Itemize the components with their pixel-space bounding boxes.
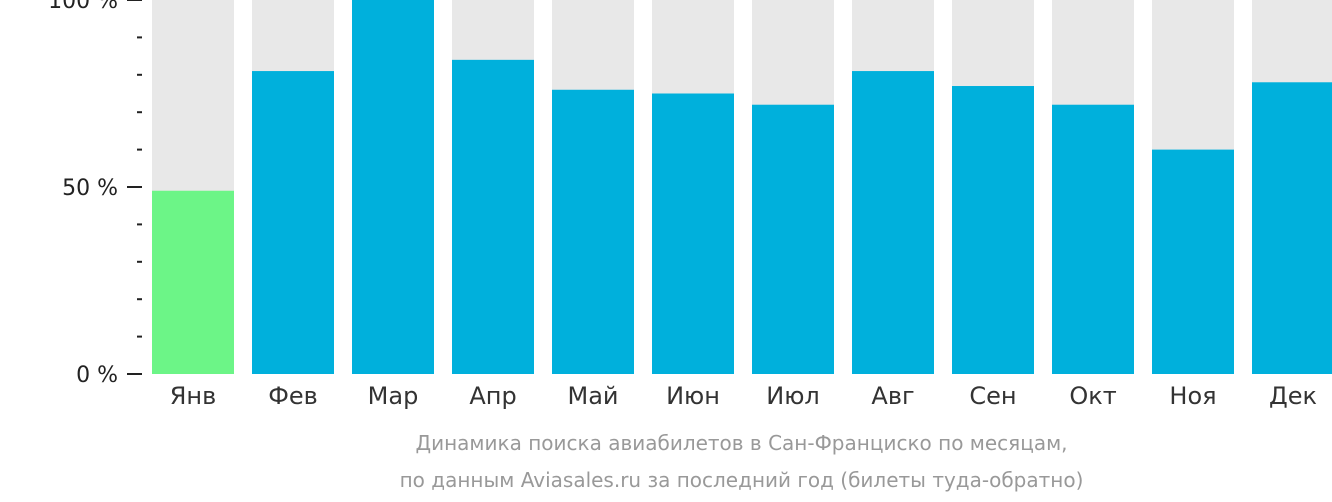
x-tick-label: Ноя xyxy=(1169,382,1216,410)
x-tick-label: Сен xyxy=(969,382,1016,410)
x-tick-label: Фев xyxy=(268,382,318,410)
data-bars xyxy=(152,0,1332,375)
bar xyxy=(152,190,234,374)
x-axis: Янв Фев Мар Апр Май Июн Июл Авг Сен Окт Ноя Дек xyxy=(170,382,1317,410)
bar-chart: 0 % 50 % 100 % Янв Фев Мар Апр Май Июн Июл Авг Сен… xyxy=(48,0,1332,410)
x-tick-label: Июл xyxy=(766,382,820,410)
bar xyxy=(552,89,634,374)
y-tick-label: 0 % xyxy=(76,363,118,388)
y-axis: 0 % 50 % 100 % xyxy=(48,0,142,388)
bar xyxy=(1152,149,1234,374)
x-tick-label: Мар xyxy=(368,382,419,410)
x-tick-label: Окт xyxy=(1069,382,1116,410)
bar xyxy=(352,0,434,374)
y-tick-label: 50 % xyxy=(62,176,118,201)
bar xyxy=(952,86,1034,375)
bar xyxy=(652,93,734,374)
bar xyxy=(752,104,834,374)
x-tick-label: Май xyxy=(567,382,618,410)
chart-caption-line-2: по данным Aviasales.ru за последний год … xyxy=(399,468,1084,492)
bar xyxy=(1252,82,1332,374)
chart-caption-line-1: Динамика поиска авиабилетов в Сан-Франци… xyxy=(415,431,1068,455)
x-tick-label: Апр xyxy=(469,382,516,410)
x-tick-label: Дек xyxy=(1269,382,1317,410)
x-tick-label: Янв xyxy=(170,382,217,410)
bar xyxy=(1052,104,1134,374)
y-tick-label: 100 % xyxy=(48,0,118,14)
x-tick-label: Июн xyxy=(666,382,720,410)
bar xyxy=(852,71,934,374)
x-tick-label: Авг xyxy=(871,382,914,410)
bar xyxy=(452,59,534,375)
bar xyxy=(252,71,334,374)
